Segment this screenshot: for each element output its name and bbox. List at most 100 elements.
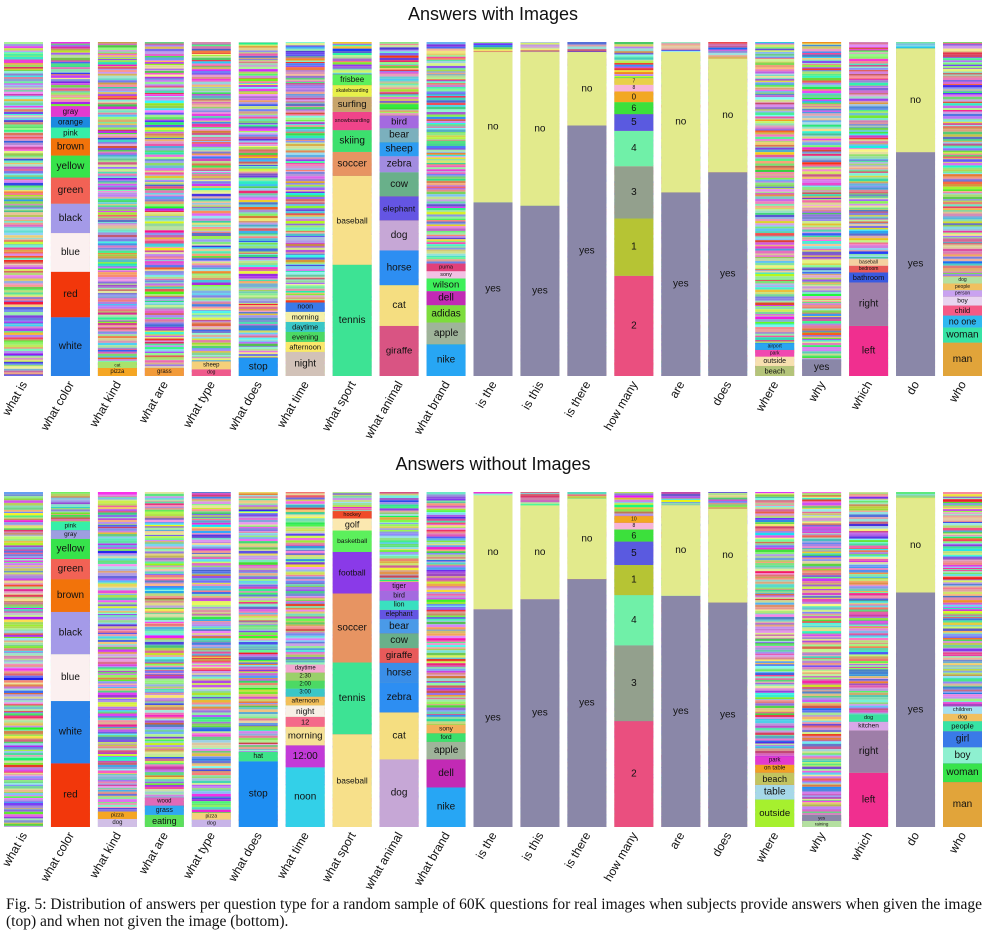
tail-stripe: [144, 168, 184, 170]
tail-stripe: [943, 265, 982, 269]
tail-stripe: [849, 238, 889, 241]
tail-stripe: [97, 281, 137, 284]
tail-stripe: [849, 221, 889, 224]
tail-stripe: [943, 63, 982, 65]
tail-stripe: [4, 240, 43, 242]
tail-stripe: [97, 84, 137, 87]
tail-stripe: [50, 56, 90, 58]
tail-stripe: [802, 185, 842, 187]
tail-stripe: [943, 77, 982, 81]
tail-stripe: [4, 680, 43, 683]
tail-stripe: [238, 238, 278, 241]
tail-stripe: [4, 173, 43, 176]
segment-yes: [802, 359, 842, 376]
tail-stripe: [849, 169, 889, 171]
tail-stripe: [755, 305, 795, 307]
tail-stripe: [144, 602, 184, 606]
tail-stripe: [4, 55, 43, 57]
tail-stripe: [97, 668, 137, 671]
x-tick-label: why: [805, 379, 828, 405]
tail-stripe: [144, 170, 184, 173]
tail-stripe: [238, 156, 278, 159]
x-tick-label: what kind: [86, 830, 124, 882]
tail-stripe: [426, 131, 466, 134]
tail-stripe: [802, 229, 842, 232]
tail-stripe: [849, 94, 889, 97]
tail-stripe: [97, 774, 137, 776]
tail-stripe: [379, 89, 419, 92]
tail-stripe: [191, 251, 231, 254]
tail-stripe: [285, 135, 325, 139]
tail-stripe: [97, 688, 137, 691]
tail-stripe: [144, 362, 184, 365]
tail-stripe: [379, 98, 419, 102]
tail-stripe: [191, 163, 231, 166]
tail-stripe: [4, 570, 43, 573]
tail-stripe: [755, 194, 795, 197]
tail-stripe: [285, 70, 325, 72]
tail-stripe: [191, 151, 231, 154]
tail-stripe: [849, 215, 889, 217]
tail-stripe: [849, 167, 889, 170]
tail-stripe: [191, 193, 231, 197]
tail-stripe: [849, 165, 889, 167]
tail-stripe: [4, 747, 43, 749]
tail-stripe: [97, 229, 137, 232]
tail-stripe: [802, 338, 842, 340]
tail-stripe: [97, 716, 137, 718]
tail-stripe: [4, 684, 43, 687]
tail-stripe: [285, 181, 325, 183]
tail-stripe: [238, 283, 278, 287]
tail-stripe: [144, 57, 184, 60]
tail-stripe: [802, 60, 842, 64]
tail-stripe: [943, 204, 982, 207]
tail-stripe: [755, 107, 795, 110]
tail-stripe: [50, 71, 90, 74]
tail-stripe: [4, 822, 43, 824]
tail-stripe: [285, 94, 325, 96]
tail-stripe: [4, 651, 43, 653]
tail-stripe: [238, 199, 278, 203]
tail-stripe: [943, 217, 982, 220]
tail-stripe: [238, 46, 278, 48]
tail-stripe: [285, 266, 325, 267]
tail-stripe: [4, 222, 43, 225]
tail-stripe: [285, 172, 325, 174]
tail-stripe: [426, 214, 466, 217]
tail-stripe: [755, 56, 795, 59]
tail-stripe: [4, 207, 43, 209]
tail-stripe: [97, 168, 137, 171]
tail-stripe: [191, 103, 231, 106]
tail-stripe: [144, 219, 184, 221]
tail-stripe: [379, 104, 419, 108]
tail-stripe: [191, 174, 231, 176]
tail-stripe: [97, 348, 137, 350]
tail-stripe: [97, 547, 137, 550]
tail-stripe: [97, 294, 137, 297]
tail-stripe: [755, 51, 795, 54]
tail-stripe: [755, 223, 795, 226]
tail-stripe: [755, 287, 795, 290]
tail-stripe: [144, 500, 184, 502]
tail-stripe: [849, 56, 889, 59]
segment-yes: [708, 172, 748, 376]
tail-stripe: [285, 276, 325, 278]
tail-stripe: [97, 179, 137, 181]
tail-stripe: [802, 313, 842, 317]
segment-label: pizza: [111, 812, 125, 818]
tail-stripe: [97, 499, 137, 501]
segment-label: cat: [392, 300, 406, 311]
tail-stripe: [426, 157, 466, 160]
tail-stripe: [4, 749, 43, 752]
tail-stripe: [426, 178, 466, 181]
tail-stripe: [755, 260, 795, 263]
tail-stripe: [285, 214, 325, 217]
tail-stripe: [379, 73, 419, 75]
tail-stripe: [144, 707, 184, 709]
tail-stripe: [802, 211, 842, 213]
tail-stripe: [849, 53, 889, 57]
tail-stripe: [802, 183, 842, 185]
tail-stripe: [97, 690, 137, 693]
tail-stripe: [144, 246, 184, 248]
tail-stripe: [755, 147, 795, 150]
